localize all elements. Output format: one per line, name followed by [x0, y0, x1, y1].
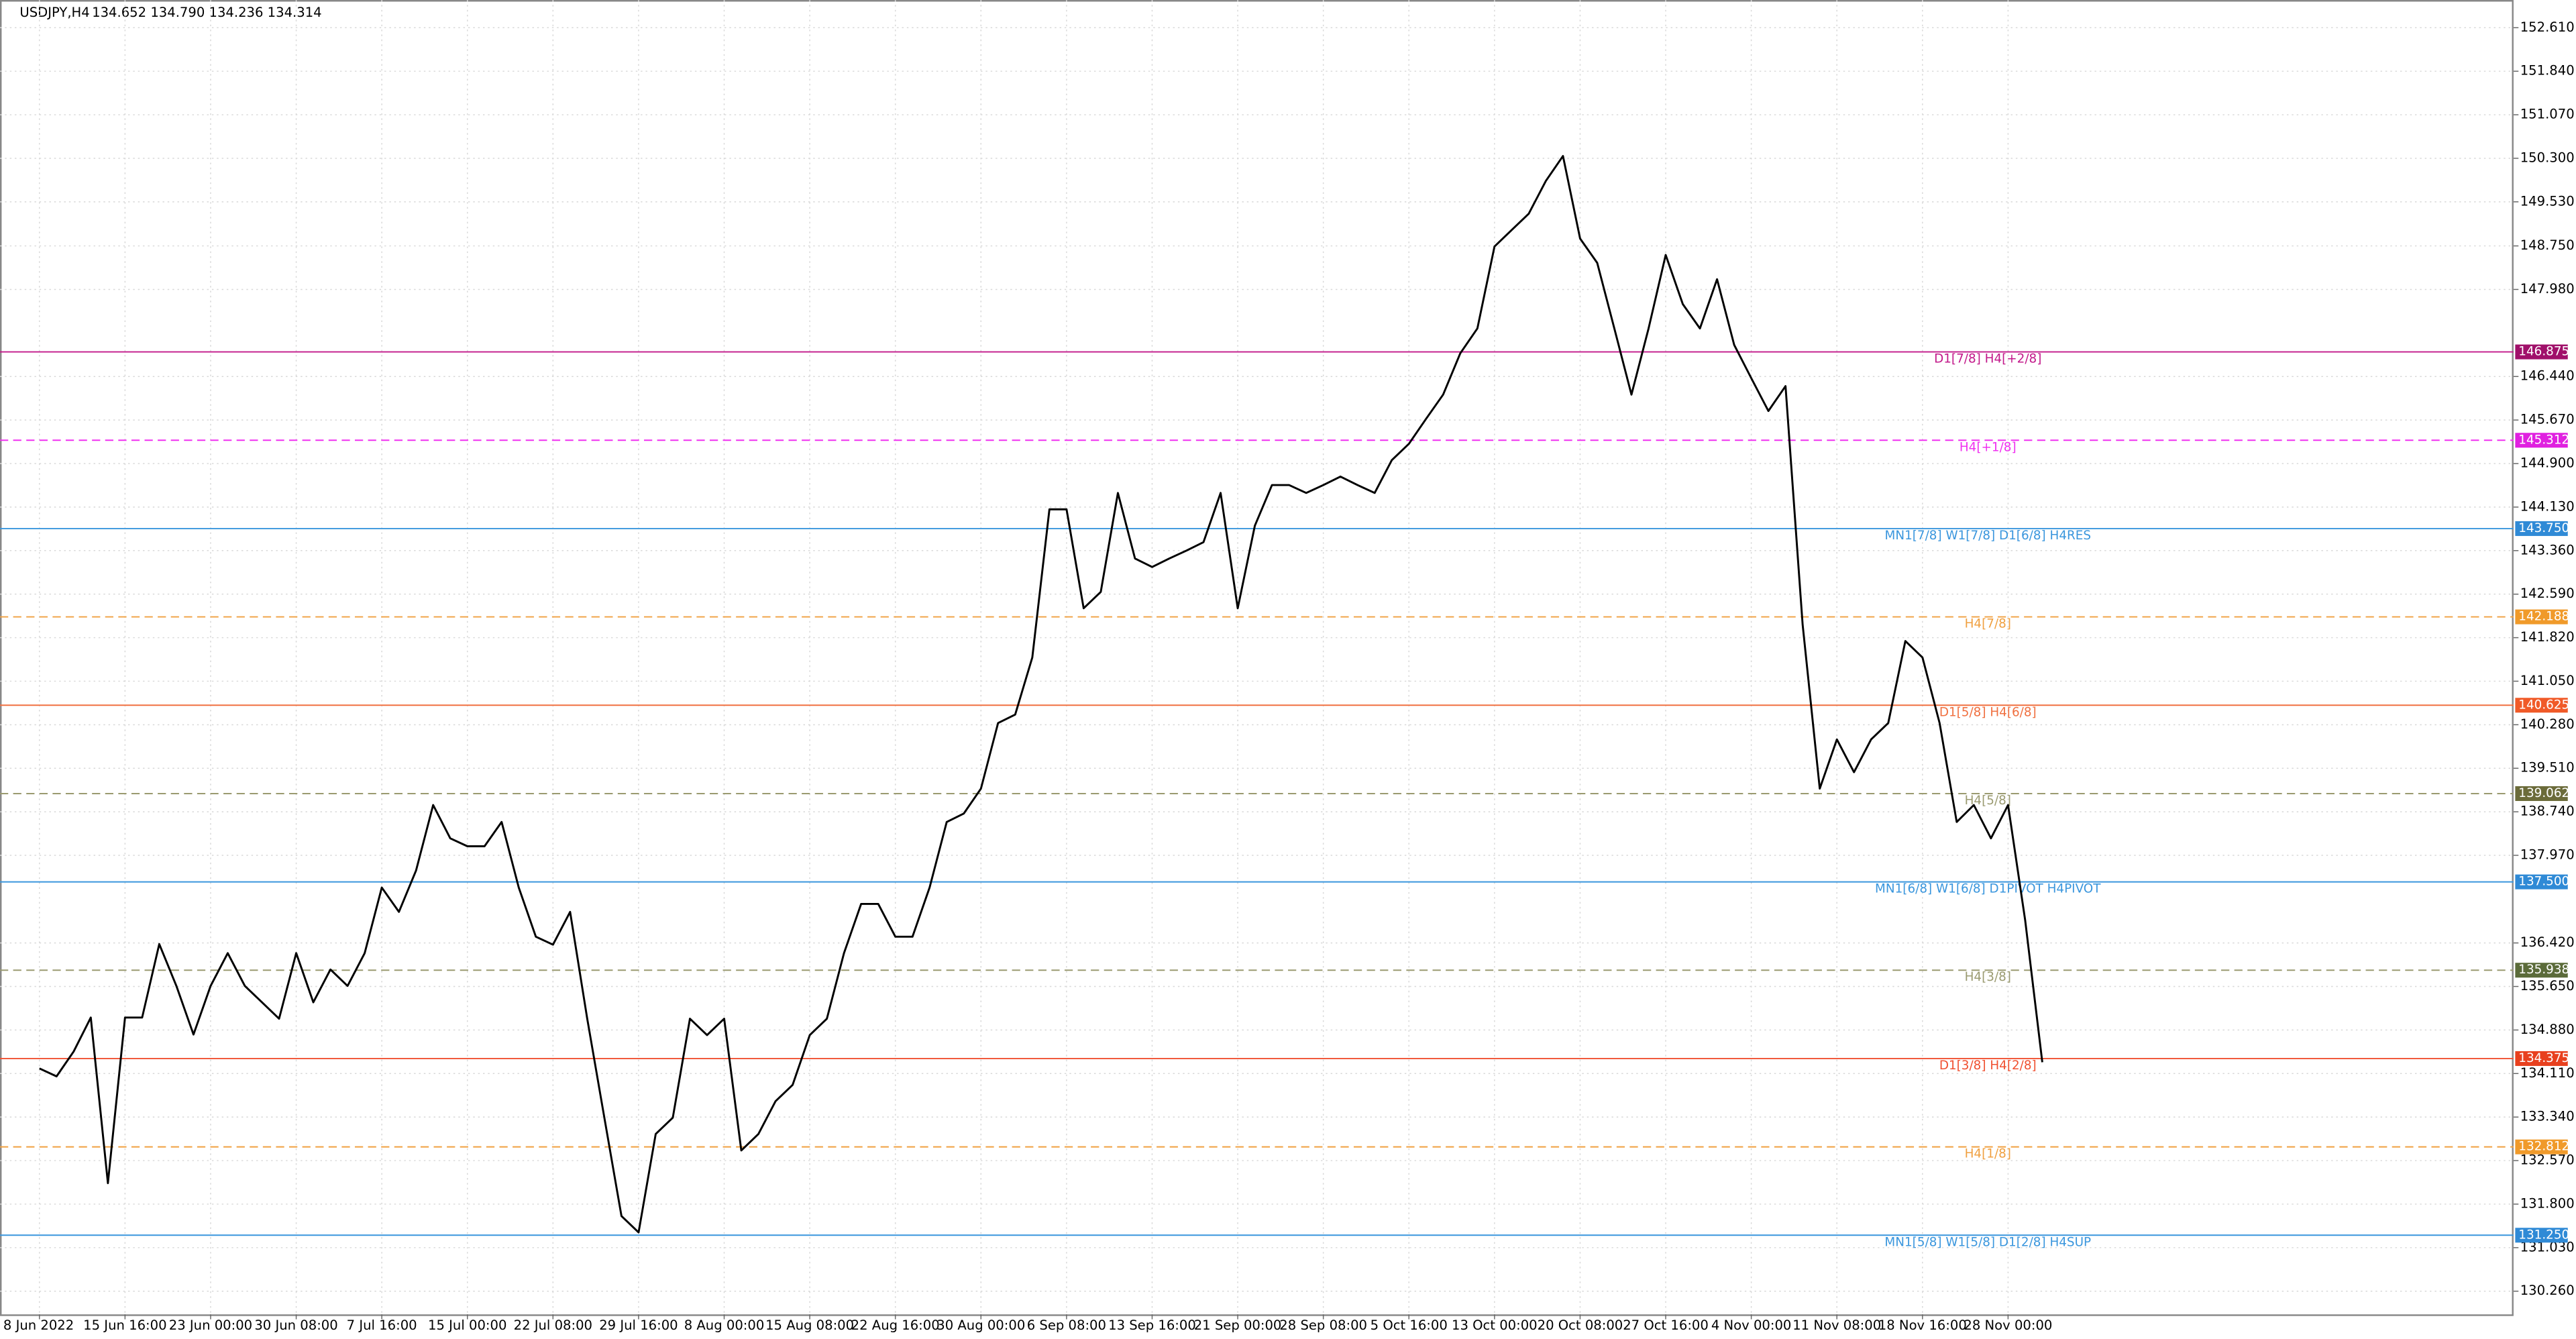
y-tick-label: 144.900	[2520, 456, 2575, 471]
x-tick-label: 15 Jul 00:00	[428, 1318, 506, 1333]
level-label: H4[1/8]	[1965, 1147, 2011, 1161]
y-tick-label: 149.530	[2520, 193, 2575, 209]
x-tick-label: 15 Aug 08:00	[765, 1318, 854, 1333]
x-tick-label: 23 Jun 00:00	[169, 1318, 252, 1333]
price-tag	[2515, 1139, 2568, 1155]
level-label: H4[5/8]	[1965, 794, 2011, 808]
y-tick-label: 145.670	[2520, 412, 2575, 427]
level-label: H4[3/8]	[1965, 970, 2011, 984]
level-label: D1[7/8] H4[+2/8]	[1934, 352, 2041, 366]
price-tag	[2515, 609, 2568, 625]
x-tick-label: 27 Oct 16:00	[1623, 1318, 1709, 1333]
y-tick-label: 130.260	[2520, 1283, 2575, 1298]
price-tag	[2515, 786, 2568, 801]
level-label: MN1[6/8] W1[6/8] D1PIVOT H4PIVOT	[1875, 882, 2101, 896]
y-tick-label: 139.510	[2520, 760, 2575, 775]
x-tick-label: 30 Jun 08:00	[254, 1318, 337, 1333]
level-label: D1[5/8] H4[6/8]	[1939, 705, 2037, 719]
x-tick-label: 29 Jul 16:00	[599, 1318, 678, 1333]
y-tick-label: 147.980	[2520, 281, 2575, 297]
x-tick-label: 22 Aug 16:00	[851, 1318, 940, 1333]
y-tick-label: 141.050	[2520, 673, 2575, 688]
plot-frame	[0, 0, 2514, 1316]
y-tick-label: 138.740	[2520, 804, 2575, 819]
y-tick-label: 142.590	[2520, 586, 2575, 601]
y-tick-label: 152.610	[2520, 19, 2575, 35]
y-tick-label: 148.750	[2520, 237, 2575, 253]
price-tag-label: 142.188	[2518, 610, 2569, 624]
y-tick-label: 137.970	[2520, 847, 2575, 862]
y-tick-label: 146.440	[2520, 368, 2575, 384]
x-tick-label: 8 Aug 00:00	[684, 1318, 765, 1333]
y-tick-label: 131.800	[2520, 1195, 2575, 1211]
price-tag	[2515, 344, 2568, 360]
x-tick-label: 28 Sep 08:00	[1279, 1318, 1367, 1333]
price-tag-label: 145.312	[2518, 433, 2569, 447]
y-tick-label: 134.110	[2520, 1065, 2575, 1081]
x-tick-label: 28 Nov 00:00	[1964, 1318, 2052, 1333]
price-tag-label: 131.250	[2518, 1228, 2569, 1242]
price-tag-label: 137.500	[2518, 875, 2569, 889]
level-label: MN1[7/8] W1[7/8] D1[6/8] H4RES	[1885, 529, 2092, 543]
x-tick-label: 13 Oct 00:00	[1452, 1318, 1538, 1333]
price-tag-label: 139.062	[2518, 786, 2569, 800]
price-tag	[2515, 1051, 2568, 1066]
y-tick-label: 151.840	[2520, 63, 2575, 78]
y-tick-label: 131.030	[2520, 1239, 2575, 1254]
level-label: H4[+1/8]	[1960, 440, 2017, 454]
x-tick-label: 22 Jul 08:00	[514, 1318, 592, 1333]
price-tag-label: 146.875	[2518, 345, 2569, 359]
price-tag-label: 134.375	[2518, 1051, 2569, 1065]
y-tick-label: 150.300	[2520, 150, 2575, 165]
y-tick-label: 136.420	[2520, 934, 2575, 950]
y-tick-label: 144.130	[2520, 498, 2575, 514]
level-label: D1[3/8] H4[2/8]	[1939, 1059, 2037, 1073]
y-tick-label: 151.070	[2520, 107, 2575, 122]
price-tag-label: 132.812	[2518, 1140, 2569, 1154]
price-line	[39, 155, 2043, 1234]
price-tag-label: 140.625	[2518, 698, 2569, 712]
chart-subtitle: 134.652 134.790 134.236 134.314	[92, 5, 322, 20]
chart-title: USDJPY,H4	[19, 5, 89, 20]
x-tick-label: 5 Oct 16:00	[1371, 1318, 1448, 1333]
y-tick-label: 132.570	[2520, 1153, 2575, 1168]
price-tag	[2515, 874, 2568, 890]
x-tick-label: 11 Nov 08:00	[1792, 1318, 1881, 1333]
x-tick-label: 18 Nov 16:00	[1878, 1318, 1967, 1333]
y-tick-label: 135.650	[2520, 978, 2575, 994]
x-tick-label: 7 Jul 16:00	[347, 1318, 417, 1333]
x-tick-label: 15 Jun 16:00	[83, 1318, 166, 1333]
price-tag-label: 143.750	[2518, 521, 2569, 535]
grid	[0, 0, 2514, 1315]
price-tag	[2515, 1228, 2568, 1243]
y-tick-label: 141.820	[2520, 629, 2575, 645]
price-tag-label: 135.938	[2518, 963, 2569, 977]
x-tick-label: 4 Nov 00:00	[1711, 1318, 1792, 1333]
level-label: MN1[5/8] W1[5/8] D1[2/8] H4SUP	[1884, 1235, 2091, 1249]
price-tag	[2515, 963, 2568, 978]
x-tick-label: 30 Aug 00:00	[936, 1318, 1025, 1333]
x-tick-label: 8 Jun 2022	[3, 1318, 74, 1333]
level-label: H4[7/8]	[1965, 617, 2011, 631]
x-tick-label: 6 Sep 08:00	[1027, 1318, 1106, 1333]
x-tick-label: 20 Oct 08:00	[1538, 1318, 1623, 1333]
x-tick-label: 21 Sep 00:00	[1194, 1318, 1282, 1333]
y-tick-label: 140.280	[2520, 716, 2575, 732]
price-tag	[2515, 521, 2568, 536]
price-tag	[2515, 698, 2568, 713]
price-tag	[2515, 433, 2568, 448]
y-tick-label: 133.340	[2520, 1109, 2575, 1124]
y-tick-label: 143.360	[2520, 542, 2575, 557]
x-tick-label: 13 Sep 16:00	[1108, 1318, 1196, 1333]
y-tick-label: 134.880	[2520, 1022, 2575, 1037]
